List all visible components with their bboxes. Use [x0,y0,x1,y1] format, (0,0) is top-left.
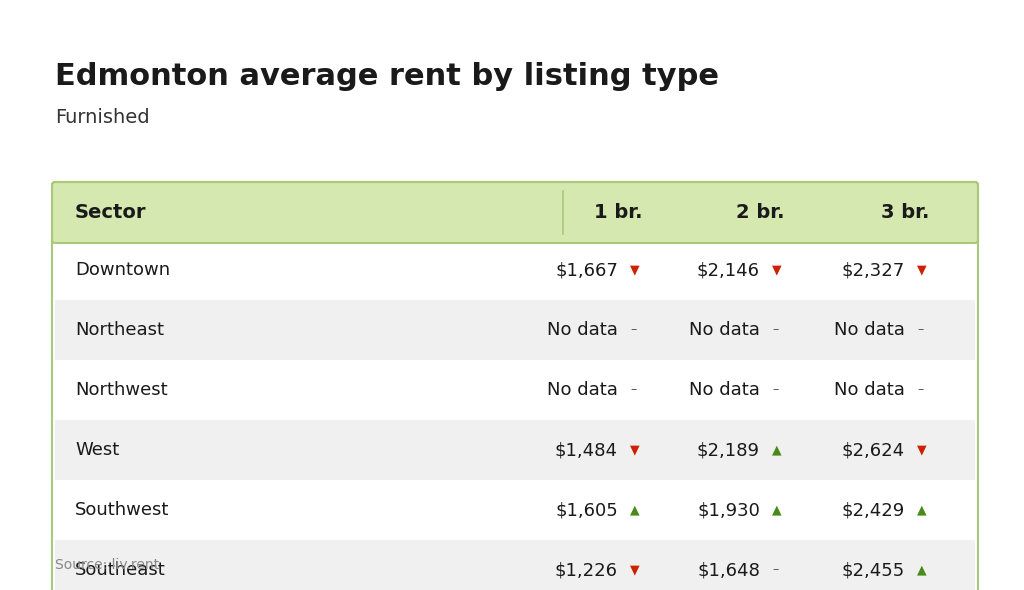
Text: $2,146: $2,146 [697,261,760,279]
Text: $1,226: $1,226 [555,561,618,579]
Text: 2 br.: 2 br. [736,203,784,222]
Text: ▲: ▲ [918,503,927,516]
Text: Southwest: Southwest [75,501,169,519]
Text: Northwest: Northwest [75,381,168,399]
Text: ▼: ▼ [630,563,640,576]
Text: No data: No data [835,321,905,339]
Text: $1,648: $1,648 [697,561,760,579]
Text: $1,667: $1,667 [555,261,618,279]
Text: West: West [75,441,119,459]
Text: ▲: ▲ [918,563,927,576]
Text: ▼: ▼ [630,264,640,277]
Text: –: – [918,384,924,396]
Text: No data: No data [547,381,618,399]
Text: ▼: ▼ [918,444,927,457]
Text: $2,189: $2,189 [697,441,760,459]
Text: Northeast: Northeast [75,321,164,339]
Text: ▼: ▼ [772,264,781,277]
Text: No data: No data [689,381,760,399]
Text: –: – [630,384,636,396]
Text: –: – [772,384,778,396]
Text: $2,327: $2,327 [842,261,905,279]
Text: –: – [772,323,778,336]
Text: Sector: Sector [75,203,146,222]
Text: $1,605: $1,605 [555,501,618,519]
Text: 3 br.: 3 br. [881,203,929,222]
Text: $2,455: $2,455 [842,561,905,579]
Text: –: – [918,323,924,336]
Bar [55,540,975,590]
Text: $1,484: $1,484 [555,441,618,459]
Text: No data: No data [689,321,760,339]
Text: $2,429: $2,429 [842,501,905,519]
Text: ▲: ▲ [630,503,640,516]
Text: Furnished: Furnished [55,108,150,127]
Text: Source: liv.rent: Source: liv.rent [55,558,159,572]
Text: –: – [630,323,636,336]
Text: Southeast: Southeast [75,561,166,579]
FancyBboxPatch shape [52,182,978,243]
Text: 1 br.: 1 br. [594,203,642,222]
Bar [55,240,975,300]
Bar [55,480,975,540]
Text: ▼: ▼ [630,444,640,457]
Text: ▼: ▼ [918,264,927,277]
Text: ▲: ▲ [772,444,781,457]
Text: ▲: ▲ [772,503,781,516]
Text: $1,930: $1,930 [697,501,760,519]
Bar [55,360,975,420]
Text: No data: No data [547,321,618,339]
Bar [55,300,975,360]
Text: No data: No data [835,381,905,399]
Text: –: – [772,563,778,576]
Bar [55,420,975,480]
Text: Edmonton average rent by listing type: Edmonton average rent by listing type [55,62,719,91]
Text: Downtown: Downtown [75,261,170,279]
Text: $2,624: $2,624 [842,441,905,459]
